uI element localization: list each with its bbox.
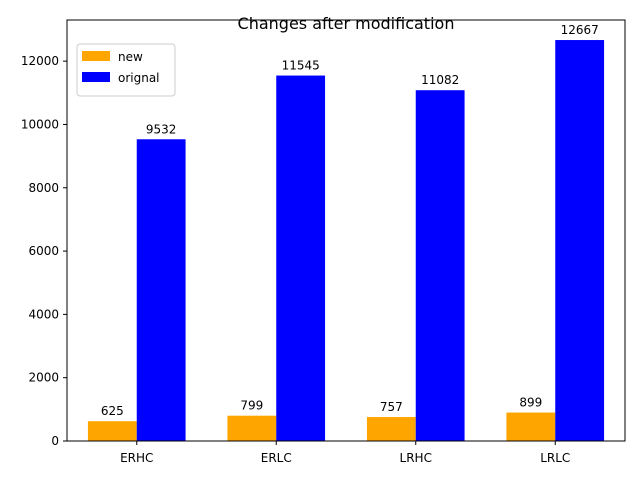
bar-new-ERHC	[87, 421, 137, 441]
bar-orignal-ERLC	[276, 75, 326, 441]
x-tick-label: ERHC	[120, 451, 153, 465]
data-label-orignal-LRHC: 11082	[421, 73, 459, 87]
x-tick-label: LRHC	[400, 451, 432, 465]
bar-orignal-LRLC	[555, 40, 605, 441]
bar-new-LRLC	[506, 412, 556, 441]
y-tick-label: 10000	[21, 117, 59, 131]
y-tick-label: 4000	[28, 307, 59, 321]
legend-label-new: new	[118, 50, 143, 64]
bar-orignal-ERHC	[136, 139, 186, 442]
data-label-new-LRLC: 899	[519, 396, 542, 410]
data-label-orignal-ERLC: 11545	[282, 59, 320, 73]
y-tick-label: 8000	[28, 181, 59, 195]
x-tick-label: LRLC	[540, 451, 570, 465]
legend-swatch-new	[82, 51, 110, 61]
data-label-new-ERLC: 799	[240, 399, 263, 413]
legend-swatch-orignal	[82, 72, 110, 82]
plot-frame	[66, 19, 626, 442]
y-tick-label: 6000	[28, 244, 59, 258]
y-tick-label: 12000	[21, 54, 59, 68]
bars-layer	[87, 40, 605, 442]
y-tick-label: 0	[51, 434, 59, 448]
bar-new-LRHC	[366, 417, 416, 441]
data-labels-layer: 625 9532 799 11545 757 11082 899 12667	[101, 23, 599, 418]
data-label-new-ERHC: 625	[101, 404, 124, 418]
legend-label-orignal: orignal	[118, 71, 160, 85]
bar-orignal-LRHC	[415, 90, 465, 442]
axes-layer: ERHC ERLC LRHC LRLC 0 2000 4000 6000 8000 10000 12…	[21, 19, 626, 465]
legend: new orignal	[76, 43, 176, 97]
data-label-orignal-LRLC: 12667	[561, 23, 599, 37]
bar-new-ERLC	[227, 415, 277, 441]
y-tick-label: 2000	[28, 371, 59, 385]
chart-title: Changes after modification	[238, 14, 455, 33]
data-label-new-LRHC: 757	[380, 400, 403, 414]
data-label-orignal-ERHC: 9532	[146, 122, 177, 136]
x-tick-label: ERLC	[261, 451, 292, 465]
